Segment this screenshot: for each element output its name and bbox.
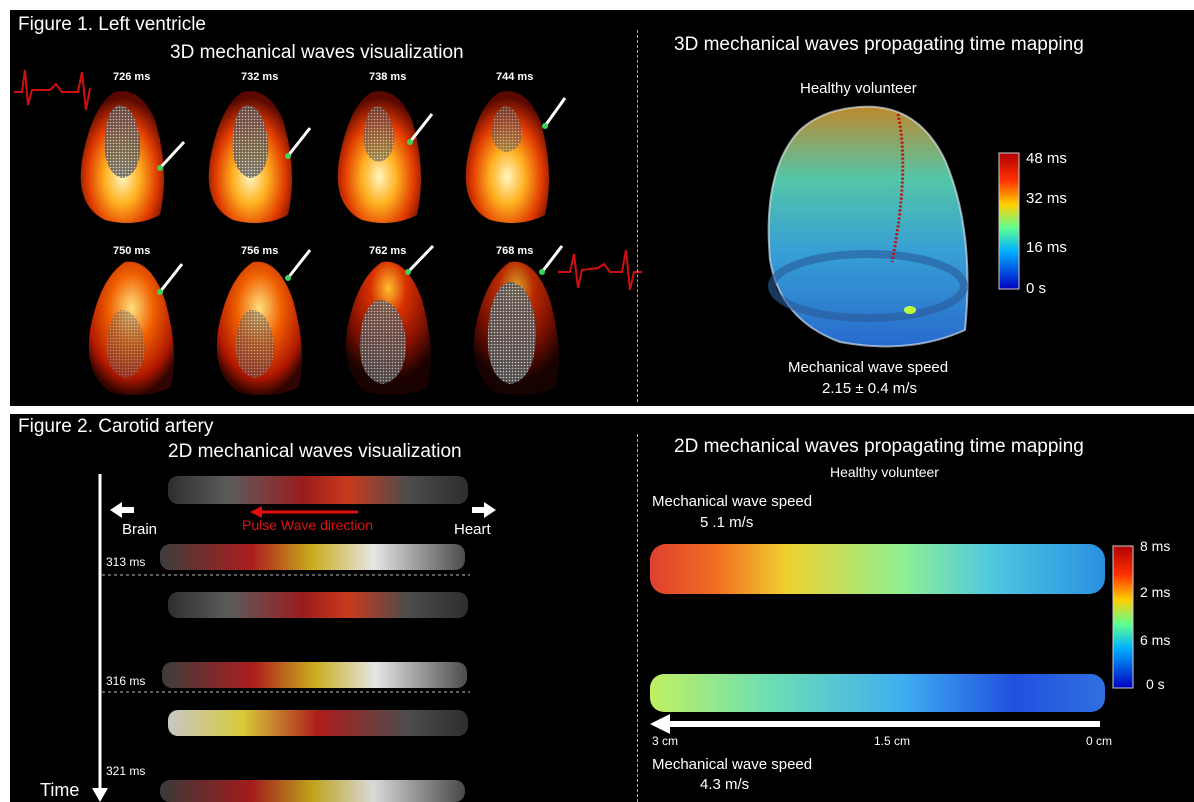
heart-frame-3 [337, 91, 421, 224]
heart-frame-6 [216, 261, 302, 396]
figure1-right-title: 3D mechanical waves propagating time map… [674, 34, 1084, 55]
figure1-speed-value: 2.15 ± 0.4 m/s [822, 380, 917, 397]
figure2-title: Figure 2. Carotid artery [18, 416, 214, 437]
figure1-title: Figure 1. Left ventricle [18, 14, 206, 35]
lv-time-map [767, 105, 969, 348]
figure2-left-title: 2D mechanical waves visualization [168, 441, 462, 462]
distance-tick-1-5cm: 1.5 cm [874, 734, 911, 748]
figure2-divider [637, 434, 638, 802]
heart-arrow [472, 502, 496, 518]
figure2-speed-value-top: 5 .1 m/s [700, 514, 754, 531]
heart-frame-8 [473, 261, 559, 396]
fig2-cbar-tick-3: 6 ms [1140, 632, 1171, 648]
figure2-graphics [92, 474, 1134, 802]
figure2-speed-value-bottom: 4.3 m/s [700, 776, 750, 793]
ecg-trace-start [14, 69, 91, 111]
figure1-subject: Healthy volunteer [800, 80, 917, 97]
figure2-speed-label-top: Mechanical wave speed [652, 493, 813, 510]
figure2-subject: Healthy volunteer [830, 464, 939, 480]
heart-frame-7 [345, 261, 431, 396]
heart-frame-1 [80, 91, 164, 224]
artery-strip-4 [162, 662, 467, 688]
figure2-right-title: 2D mechanical waves propagating time map… [674, 436, 1084, 457]
artery-strip-5 [168, 710, 468, 736]
frame-time-8: 768 ms [496, 245, 534, 257]
fig2-colorbar [1112, 545, 1134, 689]
frame-time-5: 750 ms [113, 245, 151, 257]
frame-time-6: 756 ms [241, 245, 279, 257]
figure2-panel: Figure 2. Carotid artery 2D mechanical w… [10, 414, 1194, 802]
heart-frame-4 [465, 91, 549, 224]
wave-arrows [158, 97, 567, 293]
artery-strip-1 [168, 476, 468, 504]
fig2-cbar-tick-4: 0 s [1146, 676, 1165, 692]
wave-arrow-tips [157, 123, 548, 295]
figure1-divider [637, 30, 638, 402]
frame-time-4: 744 ms [496, 71, 534, 83]
heart-frame-2 [208, 91, 292, 224]
distance-arrow-head [650, 714, 670, 734]
distance-tick-3cm: 3 cm [652, 734, 679, 748]
artery-strip-2 [160, 544, 465, 570]
figure1-left-title: 3D mechanical waves visualization [170, 42, 464, 63]
fig1-cbar-tick-2: 32 ms [1026, 190, 1067, 207]
fig2-cbar-tick-2: 2 ms [1140, 584, 1171, 600]
frame-time-313: 313 ms [106, 555, 146, 569]
frame-time-7: 762 ms [369, 245, 407, 257]
frame-time-321: 321 ms [106, 764, 146, 778]
heart-frame-5 [88, 261, 174, 396]
frame-time-316: 316 ms [106, 674, 146, 688]
heart-label: Heart [454, 521, 491, 538]
artery-strip-6 [160, 780, 465, 802]
artery-strip-3 [168, 592, 468, 618]
frame-time-3: 738 ms [369, 71, 407, 83]
figure2-speed-label-bottom: Mechanical wave speed [652, 756, 813, 773]
fig1-cbar-tick-3: 16 ms [1026, 239, 1067, 256]
figure1-graphics [14, 69, 1020, 396]
pulse-arrow-head [250, 506, 262, 518]
artery-map-bottom [650, 674, 1105, 712]
distance-tick-0cm: 0 cm [1086, 734, 1113, 748]
fig1-colorbar [998, 152, 1020, 290]
fig1-cbar-tick-4: 0 s [1026, 280, 1047, 297]
ecg-trace-end [558, 249, 642, 291]
frame-time-1: 726 ms [113, 71, 151, 83]
figure1-panel: Figure 1. Left ventricle 3D mechanical w… [10, 10, 1194, 406]
pulse-direction-label: Pulse Wave direction [242, 517, 373, 533]
frame-time-2: 732 ms [241, 71, 279, 83]
figure1-speed-label: Mechanical wave speed [788, 359, 949, 376]
brain-arrow [110, 502, 134, 518]
time-arrow-head [92, 788, 108, 802]
fig1-cbar-tick-1: 48 ms [1026, 150, 1067, 167]
brain-label: Brain [122, 521, 158, 538]
time-label: Time [40, 780, 80, 800]
artery-map-top [650, 544, 1105, 594]
fig2-cbar-tick-1: 8 ms [1140, 538, 1171, 554]
